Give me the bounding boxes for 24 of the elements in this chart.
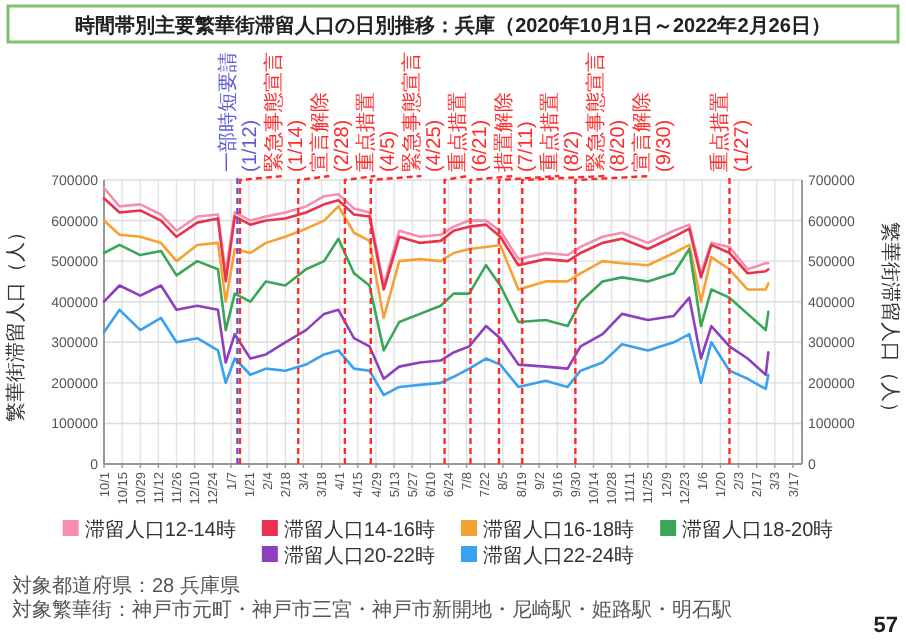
y-axis-title: 繁華街滞留人口（人） <box>4 222 28 422</box>
ref-line-label: 緊急事態宣言(8/20) <box>584 52 631 172</box>
text: 57 <box>873 614 898 638</box>
ref-line: 重点措置(1/27) <box>710 92 755 464</box>
y2-axis-title: 繁華街滞留人口（人） <box>878 222 902 422</box>
legend-label: 滞留人口20-22時 <box>283 544 435 568</box>
ref-line-label: 宣言解除(9/30) <box>630 92 677 172</box>
ref-line-label: 重点措置(8/2) <box>538 92 585 172</box>
ref-line: 重点措置(6/21) <box>443 92 493 464</box>
ref-line-label: 重点措置(1/27) <box>708 92 755 172</box>
ref-line: 一部時短要請(1/12) <box>218 52 263 464</box>
text: 対象繁華街：神戸市元町・神戸市三宮・神戸市新開地・尼崎駅・姫路駅・明石駅 <box>12 598 732 622</box>
ref-line-label: 措置解除(7/11) <box>492 92 539 172</box>
ref-line-label: 緊急事態宣言(4/25) <box>400 52 447 172</box>
legend-label: 滞留人口12-14時 <box>84 518 236 542</box>
text: 対象都道府県：28 兵庫県 <box>12 574 240 598</box>
legend-label: 滞留人口22-24時 <box>483 544 635 568</box>
ref-line-label: 重点措置(4/5) <box>354 92 401 172</box>
chart-title: 時間帯別主要繁華街滞留人口の日別推移：兵庫（2020年10月1日～2022年2月26日） <box>75 14 831 38</box>
ref-line-label: 重点措置(6/21) <box>446 92 493 172</box>
legend-label: 滞留人口14-16時 <box>283 518 435 542</box>
legend-label: 滞留人口16-18時 <box>483 518 635 542</box>
ref-line-label: 一部時短要請(1/12) <box>216 52 263 172</box>
legend-label: 滞留人口18-20時 <box>682 518 834 542</box>
